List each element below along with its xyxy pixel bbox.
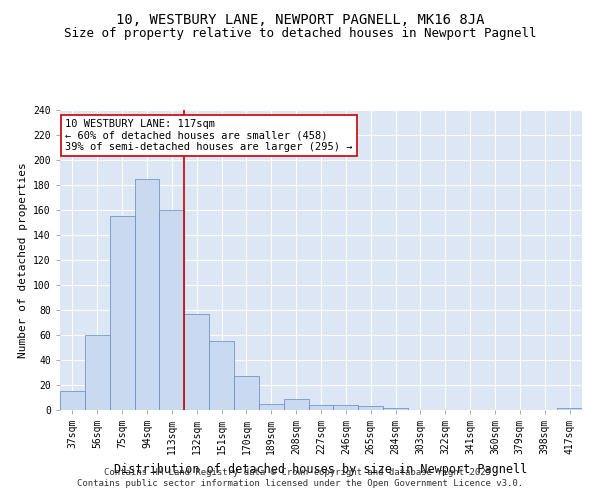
Bar	[308, 405, 334, 410]
Bar	[334, 405, 358, 410]
Text: 10, WESTBURY LANE, NEWPORT PAGNELL, MK16 8JA: 10, WESTBURY LANE, NEWPORT PAGNELL, MK16…	[116, 12, 484, 26]
Bar	[209, 341, 234, 410]
X-axis label: Distribution of detached houses by size in Newport Pagnell: Distribution of detached houses by size …	[115, 462, 527, 475]
Bar	[557, 408, 582, 410]
Bar	[160, 210, 184, 410]
Bar	[60, 391, 85, 410]
Bar	[259, 404, 284, 410]
Bar	[383, 408, 408, 410]
Bar	[358, 406, 383, 410]
Text: Contains HM Land Registry data © Crown copyright and database right 2025.
Contai: Contains HM Land Registry data © Crown c…	[77, 468, 523, 487]
Y-axis label: Number of detached properties: Number of detached properties	[18, 162, 28, 358]
Text: Size of property relative to detached houses in Newport Pagnell: Size of property relative to detached ho…	[64, 28, 536, 40]
Bar	[110, 216, 134, 410]
Bar	[85, 335, 110, 410]
Bar	[284, 399, 308, 410]
Bar	[134, 179, 160, 410]
Bar	[184, 314, 209, 410]
Bar	[234, 376, 259, 410]
Text: 10 WESTBURY LANE: 117sqm
← 60% of detached houses are smaller (458)
39% of semi-: 10 WESTBURY LANE: 117sqm ← 60% of detach…	[65, 119, 353, 152]
